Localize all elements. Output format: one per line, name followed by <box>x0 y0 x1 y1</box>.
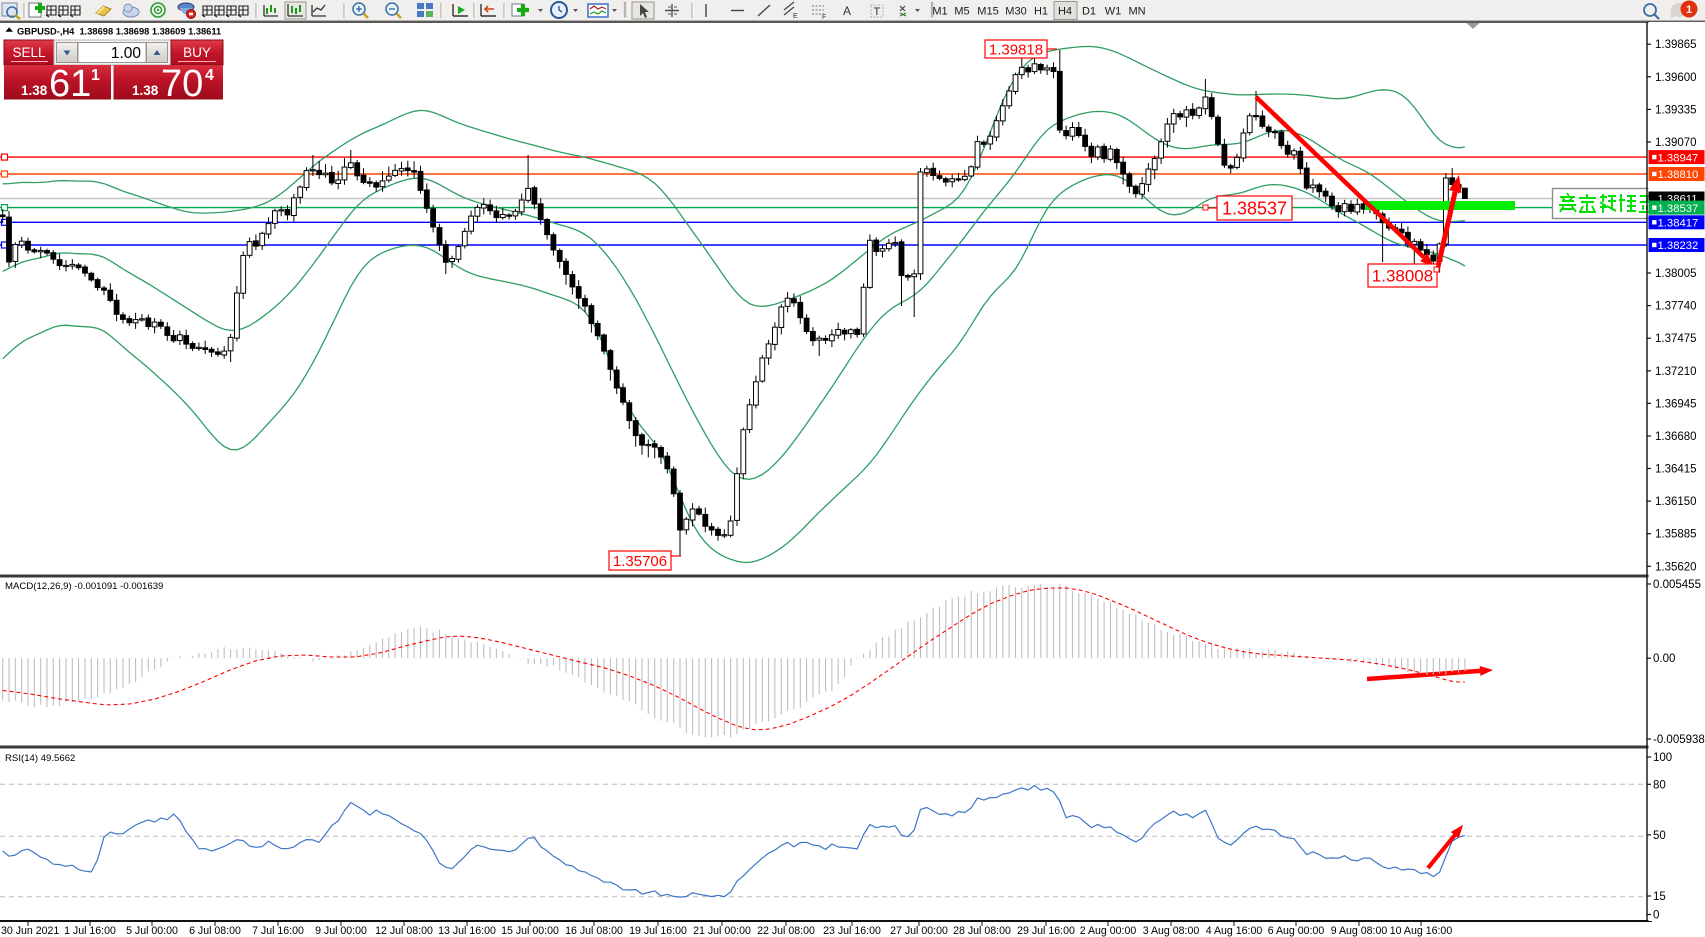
svg-text:50: 50 <box>1653 830 1666 842</box>
svg-text:D1: D1 <box>1082 6 1096 18</box>
svg-text:23 Jul 16:00: 23 Jul 16:00 <box>823 925 881 937</box>
svg-text:16 Jul 08:00: 16 Jul 08:00 <box>565 925 623 937</box>
svg-text:9 Aug 08:00: 9 Aug 08:00 <box>1331 925 1388 937</box>
svg-text:1.39070: 1.39070 <box>1655 137 1697 149</box>
svg-text:H1: H1 <box>1034 6 1048 18</box>
svg-text:0: 0 <box>1653 910 1659 922</box>
svg-text:A: A <box>843 4 851 18</box>
svg-text:1.38005: 1.38005 <box>1655 268 1697 280</box>
svg-text:1: 1 <box>91 67 100 84</box>
svg-text:61: 61 <box>49 63 91 105</box>
svg-text:RSI(14) 49.5662: RSI(14) 49.5662 <box>5 753 75 764</box>
svg-text:4 Aug 16:00: 4 Aug 16:00 <box>1206 925 1263 937</box>
svg-text:1.38810: 1.38810 <box>1658 169 1699 181</box>
svg-text:21 Jul 00:00: 21 Jul 00:00 <box>693 925 751 937</box>
svg-text:1.37210: 1.37210 <box>1655 366 1697 378</box>
svg-text:1.36680: 1.36680 <box>1655 431 1697 443</box>
svg-text:1.38: 1.38 <box>21 83 48 98</box>
svg-text:1.39818: 1.39818 <box>989 41 1043 58</box>
svg-text:M30: M30 <box>1005 6 1026 18</box>
svg-text:10 Aug 16:00: 10 Aug 16:00 <box>1390 925 1453 937</box>
svg-text:0.005455: 0.005455 <box>1653 579 1701 591</box>
svg-text:1.38417: 1.38417 <box>1658 218 1699 230</box>
svg-text:H4: H4 <box>1058 6 1072 18</box>
svg-text:M1: M1 <box>932 6 947 18</box>
svg-text:1.39865: 1.39865 <box>1655 39 1697 51</box>
svg-text:1.35706: 1.35706 <box>613 553 667 570</box>
svg-text:4: 4 <box>205 67 214 84</box>
svg-text:13 Jul 16:00: 13 Jul 16:00 <box>438 925 496 937</box>
svg-text:1.00: 1.00 <box>111 45 142 62</box>
svg-text:1.38537: 1.38537 <box>1658 203 1699 215</box>
svg-text:F: F <box>822 14 826 21</box>
svg-text:MN: MN <box>1128 6 1145 18</box>
svg-text:1.36945: 1.36945 <box>1655 398 1697 410</box>
svg-text:1.39600: 1.39600 <box>1655 72 1697 84</box>
svg-text:T: T <box>874 6 881 18</box>
svg-text:M5: M5 <box>954 6 969 18</box>
svg-text:27 Jul 00:00: 27 Jul 00:00 <box>890 925 948 937</box>
svg-text:1.37740: 1.37740 <box>1655 301 1697 313</box>
svg-text:29 Jul 16:00: 29 Jul 16:00 <box>1017 925 1075 937</box>
svg-text:-0.005938: -0.005938 <box>1653 734 1705 746</box>
svg-text:22 Jul 08:00: 22 Jul 08:00 <box>757 925 815 937</box>
svg-text:100: 100 <box>1653 752 1672 764</box>
svg-text:M15: M15 <box>977 6 998 18</box>
svg-text:1.38537: 1.38537 <box>1222 198 1287 218</box>
svg-text:E: E <box>793 13 798 20</box>
svg-text:7 Jul 16:00: 7 Jul 16:00 <box>252 925 304 937</box>
svg-text:9 Jul 00:00: 9 Jul 00:00 <box>315 925 367 937</box>
svg-text:3 Aug 08:00: 3 Aug 08:00 <box>1143 925 1200 937</box>
svg-text:2 Aug 00:00: 2 Aug 00:00 <box>1080 925 1137 937</box>
svg-text:6 Aug 00:00: 6 Aug 00:00 <box>1268 925 1325 937</box>
svg-text:1.35620: 1.35620 <box>1655 561 1697 573</box>
svg-text:MACD(12,26,9) -0.001091 -0.001: MACD(12,26,9) -0.001091 -0.001639 <box>5 581 163 592</box>
svg-text:1 Jul 16:00: 1 Jul 16:00 <box>64 925 116 937</box>
svg-text:80: 80 <box>1653 779 1666 791</box>
svg-text:28 Jul 08:00: 28 Jul 08:00 <box>953 925 1011 937</box>
svg-text:19 Jul 16:00: 19 Jul 16:00 <box>629 925 687 937</box>
svg-text:30 Jun 2021: 30 Jun 2021 <box>1 925 59 937</box>
svg-text:BUY: BUY <box>183 45 211 60</box>
svg-text:6 Jul 08:00: 6 Jul 08:00 <box>189 925 241 937</box>
svg-text:12 Jul 08:00: 12 Jul 08:00 <box>375 925 433 937</box>
svg-text:1.38947: 1.38947 <box>1658 152 1699 164</box>
svg-text:GBPUSD-,H4 1.38698 1.38698 1.: GBPUSD-,H4 1.38698 1.38698 1.38609 1.386… <box>17 27 221 37</box>
svg-text:1: 1 <box>1686 4 1692 16</box>
svg-text:1.38008: 1.38008 <box>1372 267 1433 286</box>
svg-text:1.38232: 1.38232 <box>1658 240 1699 252</box>
svg-text:SELL: SELL <box>12 45 46 60</box>
svg-text:W1: W1 <box>1105 6 1122 18</box>
svg-text:1.37475: 1.37475 <box>1655 333 1697 345</box>
svg-text:0.00: 0.00 <box>1653 653 1675 665</box>
svg-text:15 Jul 00:00: 15 Jul 00:00 <box>501 925 559 937</box>
svg-text:1.35885: 1.35885 <box>1655 529 1697 541</box>
svg-text:15: 15 <box>1653 891 1666 903</box>
svg-text:1.36415: 1.36415 <box>1655 464 1697 476</box>
svg-text:5 Jul 00:00: 5 Jul 00:00 <box>126 925 178 937</box>
svg-text:1.39335: 1.39335 <box>1655 104 1697 116</box>
svg-text:1.38: 1.38 <box>132 83 159 98</box>
svg-text:1.36150: 1.36150 <box>1655 496 1697 508</box>
svg-text:70: 70 <box>161 63 203 105</box>
